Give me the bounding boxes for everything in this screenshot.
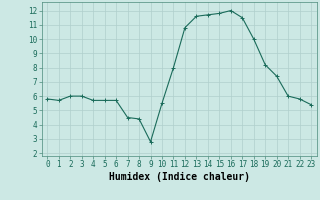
X-axis label: Humidex (Indice chaleur): Humidex (Indice chaleur) bbox=[109, 172, 250, 182]
